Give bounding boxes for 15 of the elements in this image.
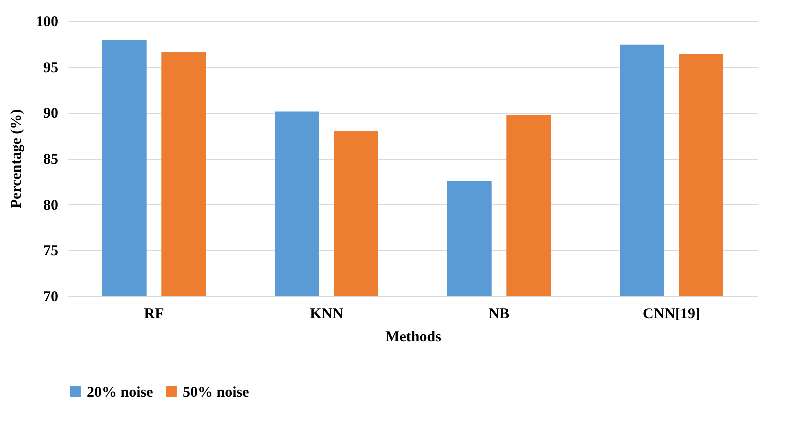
y-tick-label: 100 — [36, 14, 58, 30]
x-axis-title: Methods — [386, 330, 442, 346]
y-tick-label: 80 — [44, 198, 58, 214]
y-tick-label: 85 — [44, 152, 58, 168]
legend-label: 50% noise — [183, 384, 250, 401]
y-tick-label: 90 — [44, 106, 58, 122]
x-tick-label: CNN[19] — [643, 306, 700, 322]
y-tick-label: 70 — [44, 290, 58, 306]
y-tick-label: 95 — [44, 60, 58, 76]
y-axis-title: Percentage (%) — [9, 109, 25, 209]
y-tick-label: 75 — [44, 244, 58, 260]
x-tick-label: NB — [488, 306, 510, 322]
legend-label: 20% noise — [87, 384, 154, 401]
x-tick-label: KNN — [310, 306, 344, 322]
x-tick-label: RF — [144, 306, 164, 322]
